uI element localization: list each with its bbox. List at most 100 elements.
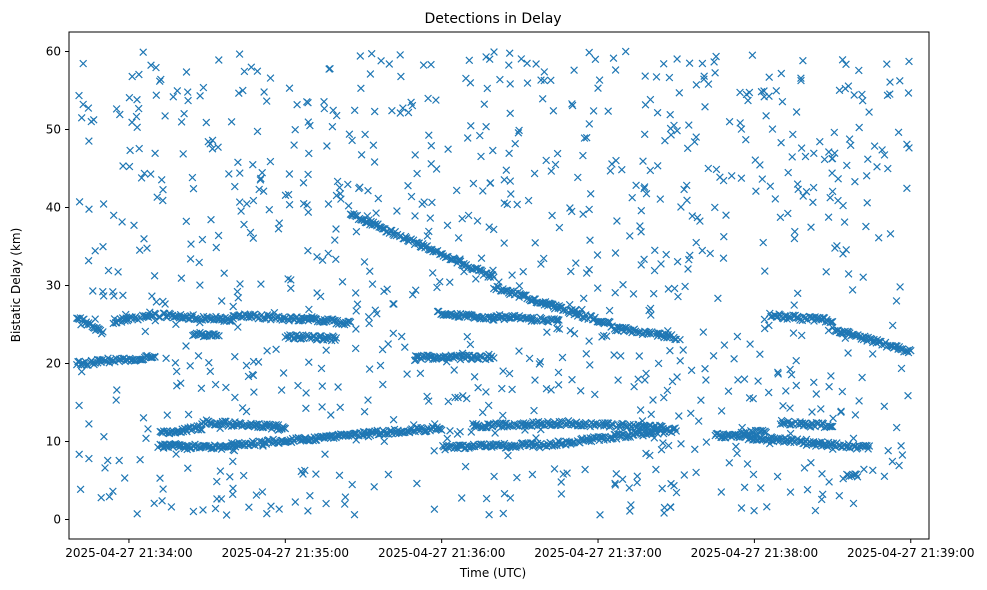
data-point-1736 <box>242 361 251 370</box>
data-point-2219 <box>812 390 821 398</box>
data-point-2268 <box>659 439 667 447</box>
data-point-2367 <box>690 137 699 146</box>
data-point-2575 <box>839 249 847 258</box>
data-point-2359 <box>233 323 242 331</box>
data-point-2615 <box>709 351 718 360</box>
data-point-2185 <box>304 149 313 158</box>
data-point-2649 <box>235 198 244 206</box>
data-point-1980 <box>696 217 704 225</box>
x-tick-label-4: 2025-04-27 21:38:00 <box>691 546 818 560</box>
data-point-1853 <box>293 100 301 109</box>
data-point-2287 <box>657 445 666 454</box>
data-point-1808 <box>585 265 594 274</box>
data-point-1773 <box>546 76 555 85</box>
data-point-2571 <box>799 192 808 200</box>
data-point-2431 <box>294 381 302 390</box>
data-point-2292 <box>547 167 556 175</box>
data-point-1356 <box>215 331 223 340</box>
data-point-2491 <box>340 500 349 508</box>
data-point-1727 <box>646 166 655 175</box>
data-point-2259 <box>112 396 121 404</box>
data-point-2501 <box>809 198 817 207</box>
data-point-1891 <box>112 105 121 113</box>
data-point-2377 <box>249 196 258 205</box>
data-point-2049 <box>445 278 454 287</box>
data-point-2053 <box>407 192 416 201</box>
data-point-2556 <box>471 275 480 283</box>
data-point-2529 <box>762 111 770 120</box>
data-point-2430 <box>462 74 470 83</box>
data-point-2143 <box>854 66 863 75</box>
data-point-1949 <box>720 341 729 349</box>
data-point-2401 <box>377 56 385 65</box>
data-point-2537 <box>247 63 256 72</box>
data-point-2144 <box>580 134 589 142</box>
data-point-2574 <box>463 332 472 341</box>
data-point-298 <box>198 425 206 434</box>
data-point-2507 <box>714 294 722 303</box>
data-point-2592 <box>237 207 245 215</box>
data-point-2279 <box>316 292 325 301</box>
data-point-1975 <box>699 328 708 336</box>
data-point-2064 <box>506 177 515 185</box>
x-tick-label-2: 2025-04-27 21:36:00 <box>378 546 505 560</box>
data-point-1964 <box>184 410 193 419</box>
data-point-2632 <box>658 484 667 493</box>
data-point-2008 <box>179 150 188 158</box>
data-point-2635 <box>75 91 83 100</box>
data-point-1918 <box>848 330 857 339</box>
data-point-1930 <box>802 187 811 196</box>
y-tick-label-1: 10 <box>46 435 61 449</box>
data-point-2400 <box>613 326 622 335</box>
data-point-1890 <box>444 145 452 154</box>
data-point-1821 <box>266 74 275 82</box>
data-point-2074 <box>139 413 148 422</box>
data-point-2258 <box>141 327 150 336</box>
data-point-1711 <box>478 408 487 417</box>
data-point-1903 <box>904 391 912 400</box>
data-point-2420 <box>831 244 839 252</box>
data-point-1720 <box>313 252 321 261</box>
data-point-1845 <box>508 271 516 279</box>
data-point-2384 <box>172 381 181 390</box>
data-point-1934 <box>238 86 247 95</box>
data-point-2294 <box>729 431 738 440</box>
data-point-2288 <box>500 239 509 247</box>
data-point-2278 <box>172 320 180 329</box>
data-point-1841 <box>186 255 195 263</box>
data-point-625 <box>476 440 485 449</box>
data-point-2167 <box>256 176 265 184</box>
data-point-2551 <box>677 439 685 448</box>
data-point-1628 <box>827 318 836 326</box>
data-point-2479 <box>77 320 85 329</box>
data-point-2240 <box>736 88 744 97</box>
data-point-2597 <box>498 411 507 420</box>
data-point-1979 <box>663 326 672 335</box>
data-point-2603 <box>393 207 401 215</box>
data-point-2535 <box>159 185 167 194</box>
data-point-2572 <box>841 84 850 93</box>
data-point-2028 <box>746 340 754 348</box>
data-point-777 <box>672 427 681 435</box>
data-point-2521 <box>787 370 796 379</box>
data-point-2215 <box>540 68 549 76</box>
data-point-2524 <box>130 221 138 230</box>
data-point-2450 <box>801 152 810 161</box>
data-point-2354 <box>635 352 644 360</box>
data-point-2440 <box>432 96 440 104</box>
data-point-331 <box>238 422 246 430</box>
data-point-2490 <box>254 358 263 366</box>
data-point-1830 <box>642 189 651 198</box>
data-point-1735 <box>788 130 797 139</box>
data-point-2560 <box>570 66 578 75</box>
data-point-1321 <box>469 352 477 360</box>
data-point-1882 <box>442 357 451 366</box>
data-point-1771 <box>206 367 215 376</box>
data-point-2541 <box>230 182 239 191</box>
data-point-1968 <box>196 281 204 289</box>
data-point-2241 <box>366 70 375 78</box>
data-point-1988 <box>466 340 475 349</box>
data-point-2472 <box>413 169 421 178</box>
data-point-1759 <box>234 158 242 167</box>
data-point-2001 <box>827 372 835 380</box>
